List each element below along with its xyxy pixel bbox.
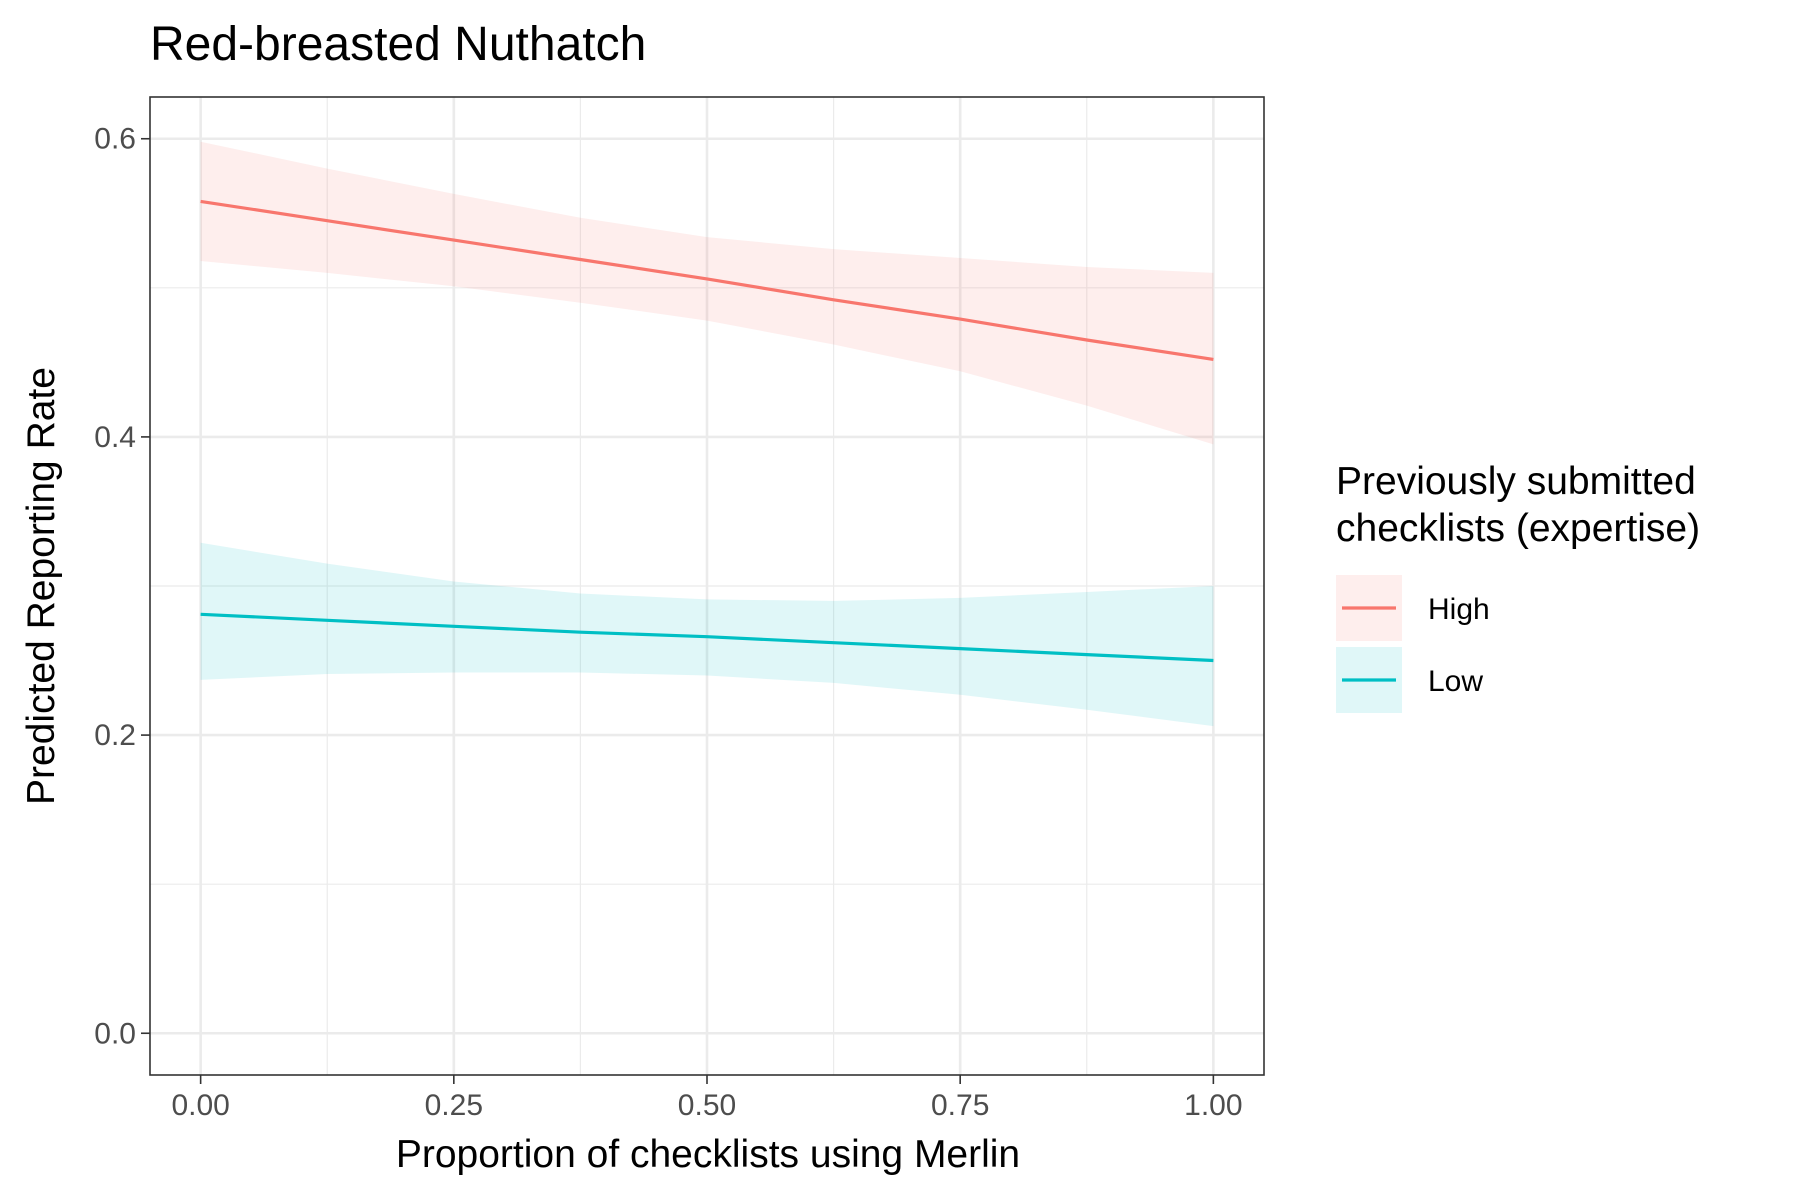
legend-title-line-2: checklists (expertise) <box>1336 507 1700 550</box>
y-tick-label: 0.4 <box>94 421 136 454</box>
legend-keys: High Low <box>1336 575 1490 713</box>
legend-label-high: High <box>1428 593 1490 626</box>
ribbon-high <box>200 141 1214 445</box>
x-tick-label: 0.75 <box>931 1089 989 1122</box>
x-tick-label: 0.00 <box>171 1089 229 1122</box>
chart-title: Red-breasted Nuthatch <box>150 18 646 71</box>
y-tick-label: 0.2 <box>94 719 136 752</box>
y-tick-label: 0.0 <box>94 1017 136 1050</box>
plot-area: 0.00 0.25 0.50 0.75 1.00 0.0 0.2 0.4 0.6 <box>94 96 1265 1122</box>
x-tick-label: 1.00 <box>1184 1089 1242 1122</box>
legend-title-line-1: Previously submitted <box>1336 460 1696 503</box>
series-line-low <box>200 612 1214 663</box>
ribbon-low <box>200 542 1214 727</box>
x-tick-label: 0.25 <box>425 1089 483 1122</box>
legend-label-low: Low <box>1428 665 1483 698</box>
series-line-high <box>200 199 1214 361</box>
y-axis-title: Predicted Reporting Rate <box>20 367 63 805</box>
x-axis-title: Proportion of checklists using Merlin <box>396 1133 1020 1176</box>
legend: Previously submitted checklists (experti… <box>1336 460 1700 713</box>
x-tick-label: 0.50 <box>678 1089 736 1122</box>
y-tick-label: 0.6 <box>94 123 136 156</box>
